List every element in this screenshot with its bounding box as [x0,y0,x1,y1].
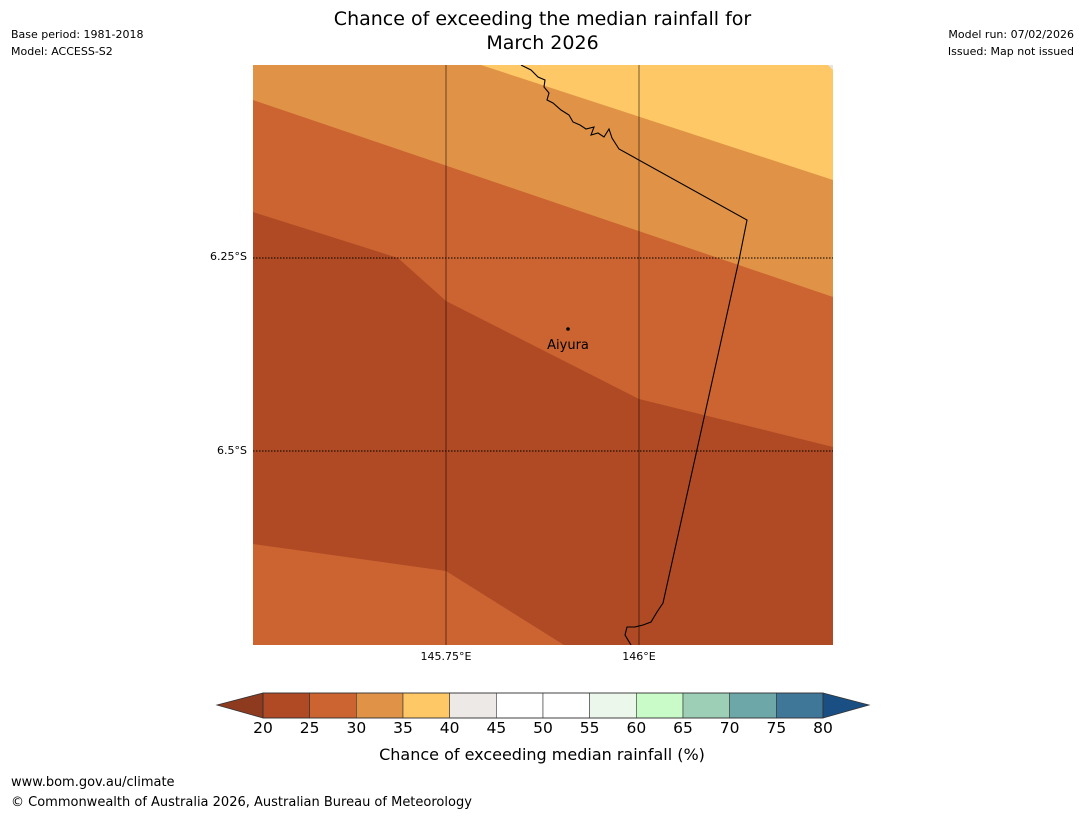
aiyura-marker [566,327,570,331]
colorbar [215,692,871,719]
lat-label-6-5: 6.5°S [217,444,247,457]
title-line-2: March 2026 [486,32,599,54]
colorbar-tick-label: 45 [486,719,507,737]
colorbar-tick-label: 65 [673,719,693,737]
title-line-1: Chance of exceeding the median rainfall … [333,8,752,30]
colorbar-segments [262,692,824,719]
aiyura-label: Aiyura [547,338,589,353]
footer-website[interactable]: www.bom.gov.au/climate [11,775,175,790]
colorbar-segment [729,692,777,719]
colorbar-segment [589,692,637,719]
colorbar-segment [449,692,497,719]
colorbar-title: Chance of exceeding median rainfall (%) [379,745,705,764]
model-text: Model: ACCESS-S2 [11,45,113,58]
lon-label-146: 146°E [622,650,656,663]
colorbar-segment [309,692,357,719]
meta-right: Model run: 07/02/2026 Issued: Map not is… [948,26,1074,60]
colorbar-segment [682,692,730,719]
colorbar-frame [262,692,824,719]
colorbar-segment [262,692,310,719]
lat-label-6-25: 6.25°S [210,250,247,263]
colorbar-under-arrow [215,692,264,719]
graticule [253,65,833,645]
base-period-text: Base period: 1981-2018 [11,28,144,41]
colorbar-tick-label: 70 [719,719,740,737]
colorbar-tick-label: 20 [253,719,273,737]
footer-copyright: © Commonwealth of Australia 2026, Austra… [11,795,472,810]
model-run-text: Model run: 07/02/2026 [948,28,1074,41]
colorbar-segment [496,692,544,719]
colorbar-segment [776,692,824,719]
lon-label-145-75: 145.75°E [420,650,472,663]
colorbar-segment [542,692,590,719]
meta-left: Base period: 1981-2018 Model: ACCESS-S2 [11,26,143,60]
colorbar-over-arrow [822,692,871,719]
colorbar-segment [356,692,404,719]
colorbar-tick-label: 75 [766,719,787,737]
colorbar-tick-label: 55 [579,719,600,737]
colorbar-tick-label: 35 [393,719,413,737]
coastline-border [520,65,748,645]
rainfall-map: Aiyura [253,65,833,645]
colorbar-tick-label: 60 [626,719,647,737]
colorbar-tick-label: 80 [813,719,833,737]
colorbar-tick-label: 50 [533,719,553,737]
map-band-20-25 [253,212,833,645]
map-title: Chance of exceeding the median rainfall … [0,7,1085,55]
colorbar-segment [636,692,684,719]
colorbar-tick-label: 25 [299,719,320,737]
colorbar-tick-label: 40 [439,719,460,737]
colorbar-tick-label: 30 [346,719,367,737]
issued-text: Issued: Map not issued [947,45,1074,58]
colorbar-segment [402,692,450,719]
